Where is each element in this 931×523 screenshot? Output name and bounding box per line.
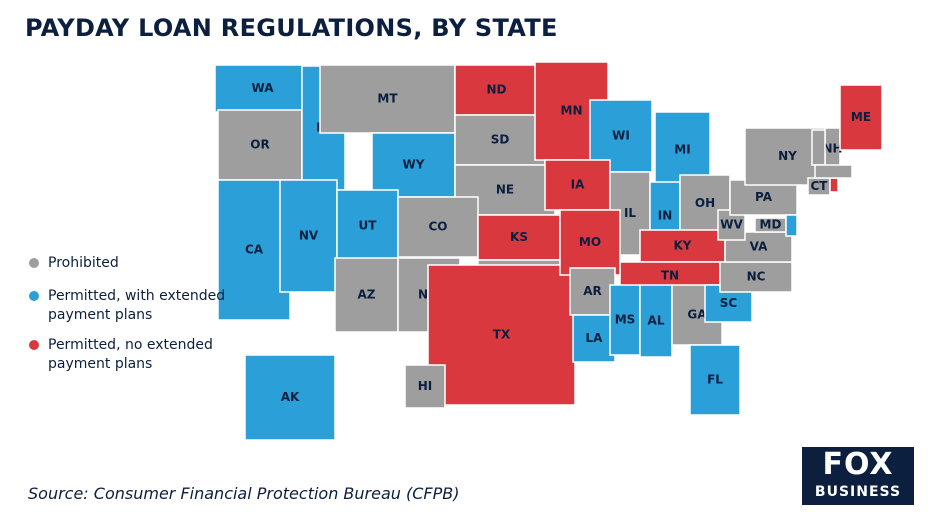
state-label: SD — [491, 133, 510, 147]
state-label: CO — [428, 220, 447, 234]
state-label: WA — [252, 81, 275, 95]
state — [609, 284, 641, 356]
legend-label: Permitted, no extended — [48, 337, 213, 353]
state — [572, 314, 616, 363]
state-label: NV — [299, 229, 319, 243]
state-label: TX — [493, 328, 511, 342]
state-label: OH — [695, 196, 715, 210]
state-label: CA — [245, 243, 264, 257]
state-label: MT — [377, 92, 398, 106]
state-label: MD — [760, 218, 782, 232]
state-label: MN — [561, 104, 583, 118]
state-label: NH — [822, 142, 842, 156]
state-label: FL — [707, 373, 723, 387]
state-label: HI — [418, 379, 433, 393]
state-label: UT — [359, 219, 378, 233]
state-label: ME — [851, 110, 871, 124]
legend-label: payment plans — [48, 307, 152, 323]
state — [544, 159, 611, 211]
state — [785, 214, 798, 237]
state-label: TN — [661, 269, 679, 283]
state — [336, 189, 399, 263]
state-label: LA — [586, 331, 604, 345]
state-label: MS — [615, 313, 636, 327]
logo-top: FOX — [822, 447, 894, 482]
state-label: MO — [579, 235, 601, 249]
state-label: ND — [486, 83, 506, 97]
state-label: AK — [281, 390, 300, 404]
title: PAYDAY LOAN REGULATIONS, BY STATE — [25, 14, 558, 42]
state-label: NE — [496, 183, 514, 197]
state — [839, 84, 883, 151]
state-label: WV — [720, 218, 743, 232]
legend-swatch — [29, 340, 39, 350]
state-label: IN — [658, 209, 673, 223]
legend-swatch — [29, 291, 39, 301]
state-label: AL — [648, 314, 665, 328]
state-label: AR — [583, 284, 602, 298]
state-label: WY — [403, 158, 425, 172]
state-label: AZ — [358, 288, 376, 302]
state-label: OR — [250, 138, 269, 152]
state-label: IL — [624, 206, 636, 220]
state-label: NC — [747, 270, 766, 284]
state-label: NY — [778, 149, 797, 163]
state-label: VA — [750, 240, 768, 254]
legend-swatch — [29, 258, 39, 268]
state-label: MI — [674, 143, 690, 157]
logo-bottom: BUSINESS — [814, 484, 902, 500]
state-label: IA — [571, 178, 585, 192]
state — [639, 284, 673, 358]
state-label: KY — [674, 239, 692, 253]
state — [729, 179, 798, 216]
state — [559, 209, 621, 276]
state-label: GA — [687, 308, 707, 322]
state — [217, 109, 303, 181]
state-label: CT — [811, 179, 829, 193]
legend-label: Prohibited — [48, 255, 119, 271]
state-label: PA — [755, 190, 773, 204]
state — [689, 344, 741, 416]
state-label: WI — [612, 129, 630, 143]
state-label: KS — [510, 230, 528, 244]
state — [427, 264, 576, 406]
state — [244, 354, 336, 441]
state — [404, 364, 446, 409]
state-label: SC — [720, 296, 738, 310]
legend-label: payment plans — [48, 356, 152, 372]
state — [811, 129, 826, 166]
state — [639, 229, 726, 263]
state — [334, 257, 399, 333]
state — [814, 164, 853, 179]
state — [217, 179, 291, 321]
state — [279, 179, 338, 293]
logo: FOX BUSINESS — [802, 447, 914, 505]
source: Source: Consumer Financial Protection Bu… — [28, 484, 460, 503]
legend-label: Permitted, with extended — [48, 288, 225, 304]
state — [214, 64, 311, 113]
state — [829, 177, 839, 193]
